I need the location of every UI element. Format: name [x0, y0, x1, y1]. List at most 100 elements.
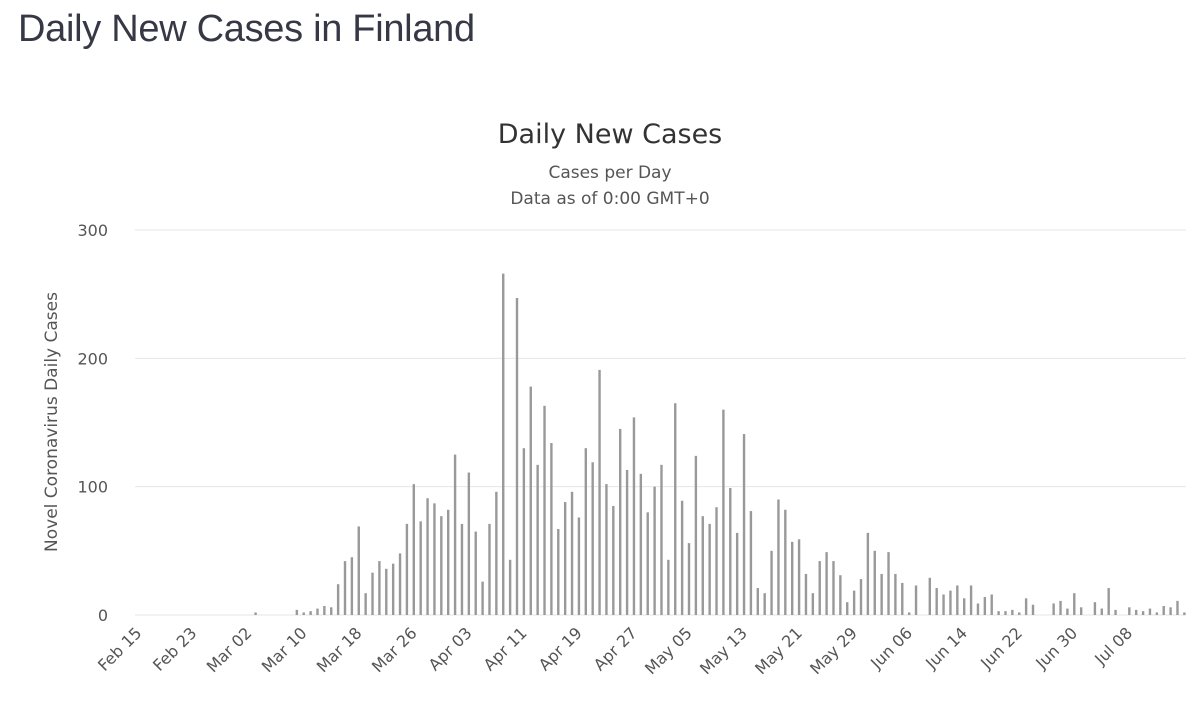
bar-day-70 — [619, 428, 622, 615]
bar-day-65 — [584, 448, 587, 615]
bar-day-93 — [777, 499, 780, 615]
bar-day-62 — [563, 502, 567, 615]
bar-day-130 — [1031, 604, 1035, 615]
bar-day-142 — [1114, 609, 1117, 615]
bar-day-121 — [969, 585, 973, 615]
bar-day-38 — [398, 553, 402, 615]
bar-day-96 — [797, 539, 801, 615]
x-tick-label: Mar 18 — [313, 623, 366, 676]
x-tick-label: Apr 19 — [535, 623, 586, 674]
bar-day-152 — [1183, 612, 1186, 615]
bar-day-30 — [343, 561, 347, 615]
bar-day-137 — [1079, 607, 1083, 615]
bar-day-105 — [859, 579, 863, 615]
bar-day-79 — [680, 500, 684, 615]
bar-day-47 — [460, 523, 464, 615]
bar-day-95 — [791, 541, 794, 615]
bar-day-88 — [742, 434, 746, 615]
x-tick-label: Jun 14 — [921, 623, 971, 673]
bar-day-35 — [378, 561, 381, 615]
y-tick-label: 100 — [77, 478, 108, 497]
x-tick-label: Jun 06 — [866, 623, 916, 673]
bar-day-24 — [302, 612, 305, 615]
x-tick-label: Feb 15 — [94, 623, 145, 674]
bar-day-46 — [453, 454, 457, 615]
bar-day-26 — [316, 608, 319, 615]
bar-day-151 — [1176, 600, 1179, 615]
bar-day-122 — [976, 603, 980, 615]
bar-layer — [254, 273, 1186, 615]
bar-day-134 — [1059, 600, 1062, 615]
y-tick-label: 0 — [98, 606, 108, 625]
bar-day-146 — [1141, 611, 1145, 615]
bar-day-102 — [839, 575, 842, 615]
bar-day-50 — [481, 581, 484, 615]
chart-subtitle-data-as-of: Data as of 0:00 GMT+0 — [510, 189, 709, 209]
bar-day-127 — [1011, 609, 1014, 615]
bar-day-111 — [901, 582, 904, 615]
bar-day-45 — [447, 509, 450, 615]
bar-day-144 — [1128, 607, 1131, 615]
bar-day-75 — [653, 486, 656, 615]
bar-day-69 — [612, 505, 615, 615]
bar-day-43 — [433, 503, 436, 615]
page-heading: Daily New Cases in Finland — [18, 8, 475, 50]
bar-day-36 — [385, 568, 388, 615]
bar-day-82 — [701, 516, 704, 615]
bar-day-86 — [729, 487, 732, 615]
bar-day-85 — [722, 409, 725, 615]
bar-day-99 — [818, 561, 821, 615]
bar-day-54 — [508, 559, 512, 615]
bar-day-101 — [832, 561, 835, 615]
bar-day-107 — [873, 550, 876, 615]
bar-day-136 — [1073, 593, 1076, 615]
bar-day-123 — [983, 597, 987, 615]
bar-day-124 — [990, 594, 993, 615]
bar-day-34 — [371, 572, 374, 615]
bar-day-109 — [887, 552, 890, 615]
bar-day-150 — [1169, 607, 1172, 615]
y-axis-title: Novel Coronavirus Daily Cases — [42, 292, 62, 552]
x-tick-label: Mar 02 — [203, 623, 256, 676]
bar-day-139 — [1093, 602, 1097, 615]
chart-subtitle-cases-per-day: Cases per Day — [548, 163, 671, 183]
bar-day-104 — [852, 590, 856, 615]
bar-day-31 — [350, 557, 354, 615]
bar-day-64 — [577, 517, 581, 615]
bar-day-49 — [474, 531, 477, 615]
bar-day-55 — [515, 298, 519, 615]
bar-day-147 — [1148, 608, 1152, 615]
bar-day-37 — [391, 563, 395, 615]
bar-day-135 — [1066, 608, 1069, 615]
bar-day-133 — [1052, 603, 1055, 615]
bar-day-53 — [502, 273, 505, 615]
bar-day-118 — [949, 590, 952, 615]
bar-day-25 — [309, 611, 312, 615]
bar-day-119 — [956, 585, 959, 615]
bar-day-106 — [866, 532, 870, 615]
bar-day-148 — [1155, 612, 1159, 615]
bar-day-76 — [660, 464, 663, 615]
bar-day-78 — [674, 403, 677, 615]
bar-day-77 — [667, 559, 670, 615]
bar-day-120 — [963, 598, 966, 615]
bar-day-140 — [1100, 608, 1103, 615]
bar-day-128 — [1018, 612, 1021, 615]
bar-day-125 — [997, 611, 1000, 615]
bar-day-98 — [811, 593, 815, 615]
bar-day-112 — [907, 612, 911, 615]
x-tick-label: Apr 03 — [425, 623, 476, 674]
bar-day-48 — [467, 472, 471, 615]
bar-day-27 — [323, 606, 326, 615]
bar-day-52 — [495, 491, 498, 615]
bar-day-51 — [488, 523, 491, 615]
bar-day-42 — [426, 498, 429, 615]
bar-day-87 — [735, 532, 739, 615]
bar-day-56 — [522, 448, 526, 615]
bar-day-39 — [405, 523, 409, 615]
bar-day-63 — [570, 491, 574, 615]
x-tick-label: May 29 — [806, 623, 861, 678]
bar-day-94 — [784, 509, 787, 615]
bar-day-74 — [646, 512, 649, 615]
bar-day-60 — [550, 443, 553, 615]
